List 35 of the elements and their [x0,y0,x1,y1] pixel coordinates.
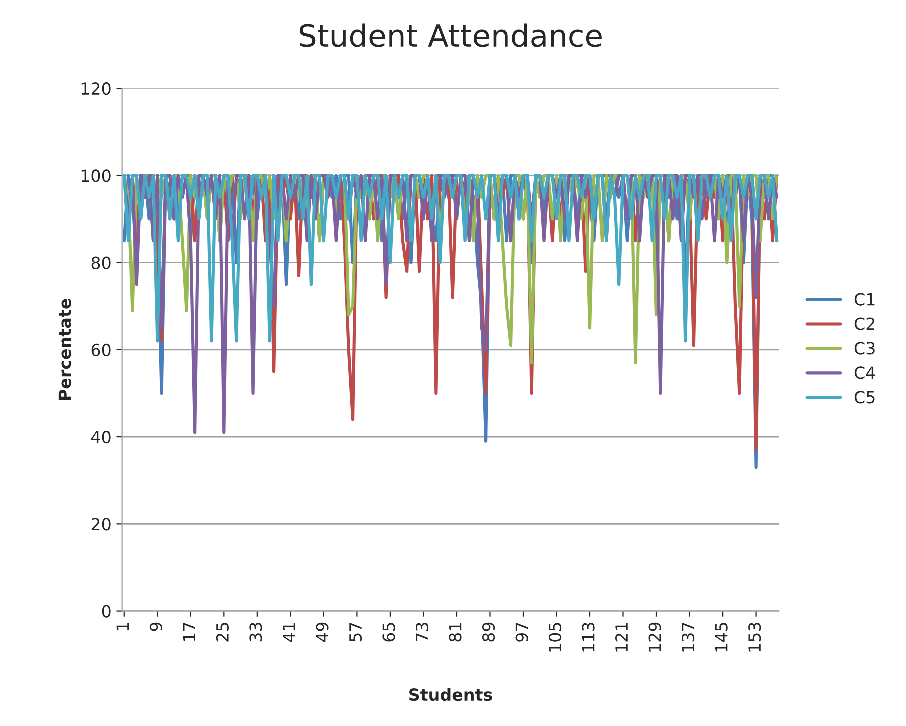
x-tick-label: 121 [615,623,628,652]
legend-label: C2 [854,318,875,330]
x-tick-label: 17 [183,623,196,642]
x-tick-label: 113 [582,623,595,652]
x-tick-label: 97 [516,623,528,642]
y-tick-label: 20 [92,518,111,531]
x-tick-label: 33 [250,623,262,642]
x-tick-label: 49 [316,622,329,642]
y-tick-label: 60 [92,344,111,356]
x-tick-label: 1 [116,623,129,630]
x-tick-label: 89 [482,622,496,642]
x-tick-label: 25 [216,623,229,642]
x-tick-label: 41 [283,623,296,642]
y-axis-title: Percentate [58,299,72,400]
y-tick-label: 40 [92,431,111,444]
x-tick-label: 73 [416,623,429,642]
x-tick-label: 137 [682,623,695,652]
y-tick-label: 80 [92,256,111,270]
x-tick-label: 105 [548,623,562,652]
x-tick-label: 9 [150,622,162,632]
legend-label: C5 [854,391,875,404]
x-tick-label: 129 [648,622,662,652]
x-tick-label: 153 [748,623,762,652]
legend-label: C4 [854,366,876,380]
y-tick-label: 120 [82,82,111,96]
chart-title: Student Attendance [300,24,602,48]
y-tick-label: 100 [82,170,111,182]
x-tick-label: 65 [382,623,396,642]
x-tick-label: 57 [350,623,362,642]
legend-label: C1 [854,293,875,306]
legend-label: C3 [854,342,875,355]
x-tick-label: 81 [449,623,462,642]
x-tick-label: 145 [715,623,728,652]
x-axis-title: Students [410,688,492,702]
y-tick-label: 0 [102,605,111,618]
